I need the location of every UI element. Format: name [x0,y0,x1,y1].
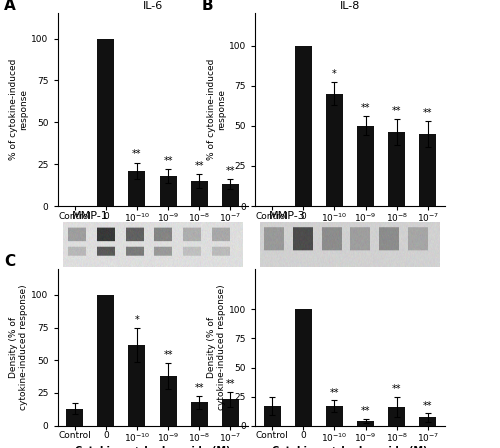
Text: **: ** [164,156,173,166]
Y-axis label: Density (% of
cytokine-induced response): Density (% of cytokine-induced response) [9,284,29,410]
Bar [97,39,114,206]
Bar [66,409,83,426]
Bar [294,46,312,206]
Y-axis label: Density (% of
cytokine-induced response): Density (% of cytokine-induced response) [206,284,226,410]
Bar [128,345,146,426]
Text: **: ** [423,401,432,410]
Bar [128,171,146,206]
Bar [357,421,374,426]
Title: IL-6: IL-6 [142,1,163,11]
Text: MMP-3: MMP-3 [269,211,306,221]
Text: MMP-1: MMP-1 [72,211,108,221]
Text: **: ** [194,383,204,393]
Text: **: ** [423,108,432,118]
Bar [326,94,343,206]
Bar [420,134,436,206]
Title: IL-8: IL-8 [340,1,360,11]
Y-axis label: % of cytokine-induced
response: % of cytokine-induced response [206,59,226,160]
Y-axis label: % of cytokine-induced
response: % of cytokine-induced response [9,59,29,160]
Bar [357,126,374,206]
Text: **: ** [164,350,173,360]
Text: **: ** [361,406,370,416]
Text: D: D [202,254,214,269]
Text: **: ** [330,388,339,398]
Bar [326,406,343,426]
Bar [190,181,208,206]
Text: **: ** [194,161,204,171]
Bar [160,376,176,426]
Bar [160,176,176,206]
Bar [294,310,312,426]
Bar [420,418,436,426]
Bar [222,400,239,426]
Text: A: A [4,0,16,13]
Text: B: B [202,0,213,13]
X-axis label: Cytokines + budesonide (M): Cytokines + budesonide (M) [272,227,428,237]
Text: **: ** [392,106,402,116]
X-axis label: Cytokines + budesonide (M): Cytokines + budesonide (M) [75,446,230,448]
Bar [222,184,239,206]
X-axis label: Cytokines + budesonide (M): Cytokines + budesonide (M) [75,227,230,237]
Bar [97,295,114,426]
Text: **: ** [392,384,402,394]
Text: **: ** [361,103,370,113]
Text: *: * [134,315,140,325]
Text: *: * [332,69,337,79]
Bar [388,132,406,206]
Bar [264,406,280,426]
Text: **: ** [226,379,235,389]
X-axis label: Cytokines + budesonide (M): Cytokines + budesonide (M) [272,446,428,448]
Bar [190,402,208,426]
Text: **: ** [132,149,141,159]
Text: **: ** [226,166,235,176]
Text: C: C [4,254,16,269]
Bar [388,407,406,426]
